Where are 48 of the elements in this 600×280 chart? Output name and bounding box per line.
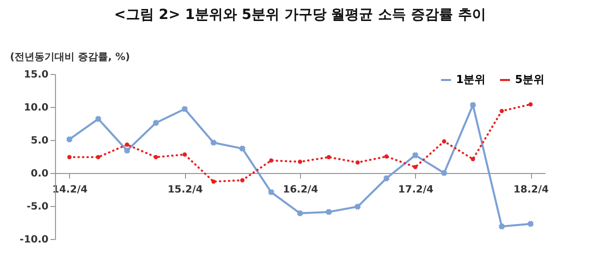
y-tick-label: 0.0 — [30, 168, 49, 180]
y-tick-label: -5.0 — [26, 202, 49, 212]
y-tick-label: 15.0 — [24, 70, 49, 80]
point — [95, 116, 102, 122]
point — [528, 220, 534, 227]
x-tick-label: 18.2/4 — [513, 184, 549, 196]
x-tick-label: 16.2/4 — [282, 184, 318, 196]
y-tick-label: 10.0 — [24, 102, 49, 114]
point — [66, 136, 72, 142]
point — [210, 140, 216, 146]
point — [413, 164, 418, 170]
point — [498, 224, 505, 230]
x-tick-label: 15.2/4 — [168, 184, 203, 196]
point — [211, 179, 216, 184]
point — [354, 204, 360, 210]
point — [384, 175, 390, 182]
point — [240, 178, 244, 182]
point — [297, 210, 303, 216]
chart-title: <그림 2> 1분위와 5분위 가구당 월평균 소득 증감률 추이 — [114, 7, 486, 23]
point — [124, 142, 130, 147]
point — [326, 209, 332, 215]
point — [441, 170, 447, 176]
y-tick-label: -10.0 — [20, 234, 49, 246]
point — [154, 155, 158, 160]
point — [356, 160, 360, 165]
point — [442, 139, 446, 144]
point — [500, 108, 504, 114]
point — [326, 155, 331, 160]
point — [182, 152, 187, 157]
point — [268, 189, 274, 195]
point — [470, 157, 476, 162]
point — [240, 146, 246, 152]
point — [182, 106, 188, 112]
point — [124, 148, 130, 154]
point — [384, 154, 389, 159]
point — [269, 158, 274, 163]
y-axis-title: (전년동기대비 증감률, %) — [10, 52, 130, 63]
point — [96, 155, 100, 160]
x-tick-label: 17.2/4 — [398, 184, 434, 196]
point — [528, 102, 533, 106]
legend-label: 5분위 — [515, 73, 545, 86]
y-tick-label: 5.0 — [30, 136, 49, 146]
legend-label: 1분위 — [456, 73, 486, 86]
point — [153, 120, 159, 126]
point — [412, 152, 418, 158]
point — [470, 102, 476, 108]
point — [67, 155, 72, 160]
point — [298, 160, 302, 164]
